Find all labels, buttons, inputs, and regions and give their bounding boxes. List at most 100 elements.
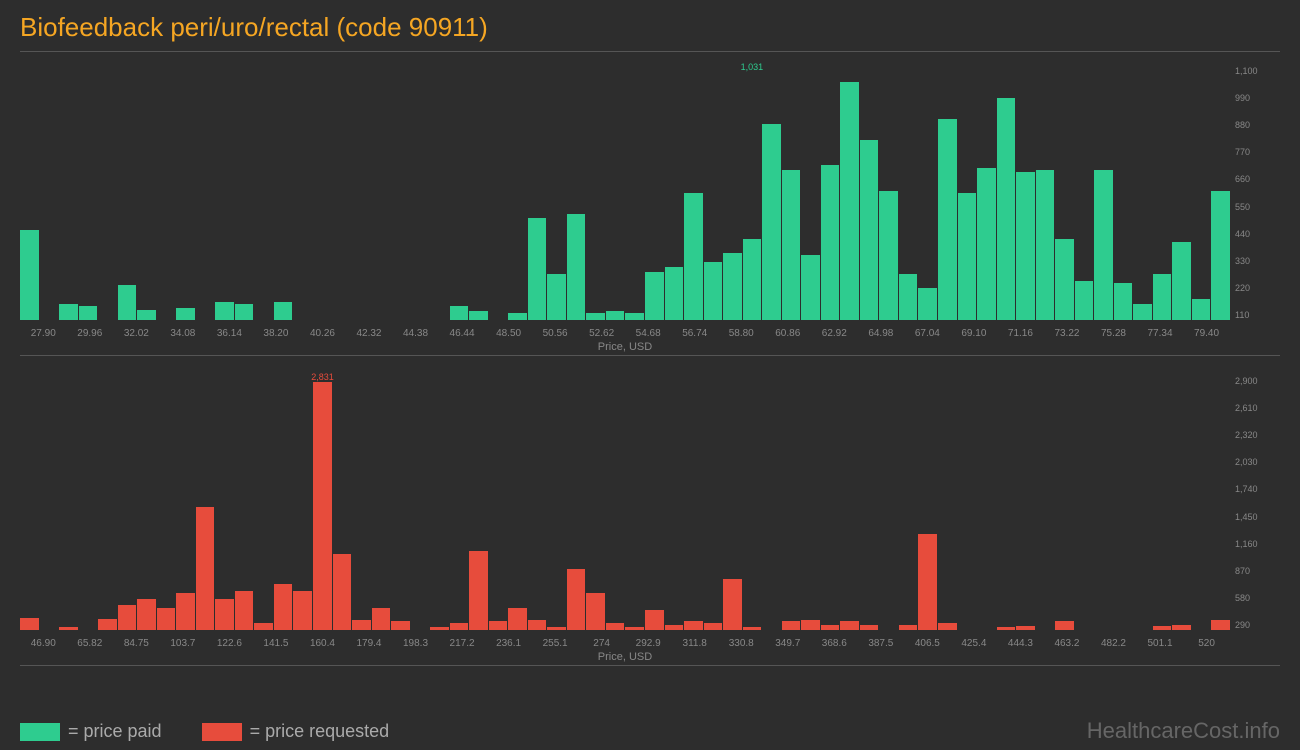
bar — [1211, 191, 1230, 320]
bar — [860, 140, 879, 320]
bar — [606, 311, 625, 320]
bar — [958, 193, 977, 320]
bar — [469, 311, 488, 320]
legend-swatch-green — [20, 723, 60, 741]
legend-swatch-red — [202, 723, 242, 741]
bar — [1114, 283, 1133, 320]
top-x-ticks: 27.9029.9632.0234.0836.1438.2040.2642.32… — [20, 328, 1230, 339]
bar — [1016, 172, 1035, 320]
bar — [977, 168, 996, 320]
bar — [1133, 304, 1152, 320]
legend-label: = price requested — [250, 721, 390, 742]
bar — [59, 304, 78, 320]
bar — [196, 507, 215, 630]
bar — [782, 170, 801, 320]
bar — [450, 306, 469, 320]
bar — [684, 193, 703, 320]
bar — [352, 620, 371, 631]
bar — [743, 627, 762, 630]
bar — [586, 593, 605, 630]
top-chart: 1,031 1102203304405506607708809901,100 N… — [20, 56, 1280, 356]
bar — [20, 618, 39, 630]
bar — [1094, 170, 1113, 320]
bar — [645, 272, 664, 320]
bar — [860, 625, 879, 630]
bar — [176, 308, 195, 320]
bar — [899, 274, 918, 320]
bar — [918, 288, 937, 320]
bar — [79, 306, 98, 320]
bar — [625, 627, 644, 630]
bar — [840, 82, 859, 320]
bar — [547, 627, 566, 630]
watermark: HealthcareCost.info — [1087, 718, 1280, 744]
bar — [1153, 626, 1172, 630]
bar — [606, 623, 625, 630]
bar — [645, 610, 664, 630]
bar — [508, 608, 527, 630]
bar — [547, 274, 566, 320]
bar — [1153, 274, 1172, 320]
bar — [176, 593, 195, 630]
bar — [704, 262, 723, 320]
bar — [215, 599, 234, 630]
bar — [997, 627, 1016, 630]
bar — [215, 302, 234, 320]
bar — [450, 623, 469, 630]
bar — [528, 620, 547, 631]
bar — [665, 625, 684, 630]
bar — [118, 285, 137, 320]
top-x-label: Price, USD — [20, 341, 1230, 353]
bar — [137, 599, 156, 630]
chart-title: Biofeedback peri/uro/rectal (code 90911) — [0, 0, 1300, 51]
bar — [625, 313, 644, 320]
bar — [489, 621, 508, 630]
bottom-chart: 2,831 2905808701,1601,4501,7402,0302,320… — [20, 366, 1280, 666]
top-bars — [20, 66, 1230, 320]
bar — [762, 124, 781, 320]
bar — [1172, 242, 1191, 321]
bottom-x-label: Price, USD — [20, 651, 1230, 663]
bar — [157, 608, 176, 630]
separator — [20, 51, 1280, 52]
bar — [293, 591, 312, 630]
bar — [879, 191, 898, 320]
bar — [1211, 620, 1230, 631]
bar — [372, 608, 391, 630]
bar — [1016, 626, 1035, 630]
legend: = price paid = price requested — [20, 721, 389, 742]
legend-label: = price paid — [68, 721, 162, 742]
bar — [137, 310, 156, 320]
bar — [98, 619, 117, 630]
bar — [684, 621, 703, 630]
bottom-x-ticks: 46.9065.8284.75103.7122.6141.5160.4179.4… — [20, 638, 1230, 649]
bar — [274, 584, 293, 630]
bar — [274, 302, 293, 320]
legend-item-paid: = price paid — [20, 721, 162, 742]
bar — [665, 267, 684, 320]
bar — [704, 623, 723, 630]
bar — [508, 313, 527, 320]
bar — [528, 218, 547, 320]
bar — [254, 623, 273, 630]
bar — [1036, 170, 1055, 320]
bar — [20, 230, 39, 320]
bar — [567, 569, 586, 630]
bar — [938, 623, 957, 630]
bar — [391, 621, 410, 630]
bar — [1075, 281, 1094, 320]
bar — [938, 119, 957, 320]
bar — [743, 239, 762, 320]
bar — [821, 625, 840, 630]
top-y-ticks: 1102203304405506607708809901,100 — [1235, 66, 1270, 320]
bar — [801, 255, 820, 320]
bar — [1172, 625, 1191, 630]
bar — [997, 98, 1016, 320]
bar — [118, 605, 137, 630]
bottom-bars — [20, 376, 1230, 630]
bar — [1192, 299, 1211, 320]
top-peak-label: 1,031 — [741, 62, 764, 72]
bar — [1055, 239, 1074, 320]
bar — [430, 627, 449, 630]
bar — [918, 534, 937, 630]
